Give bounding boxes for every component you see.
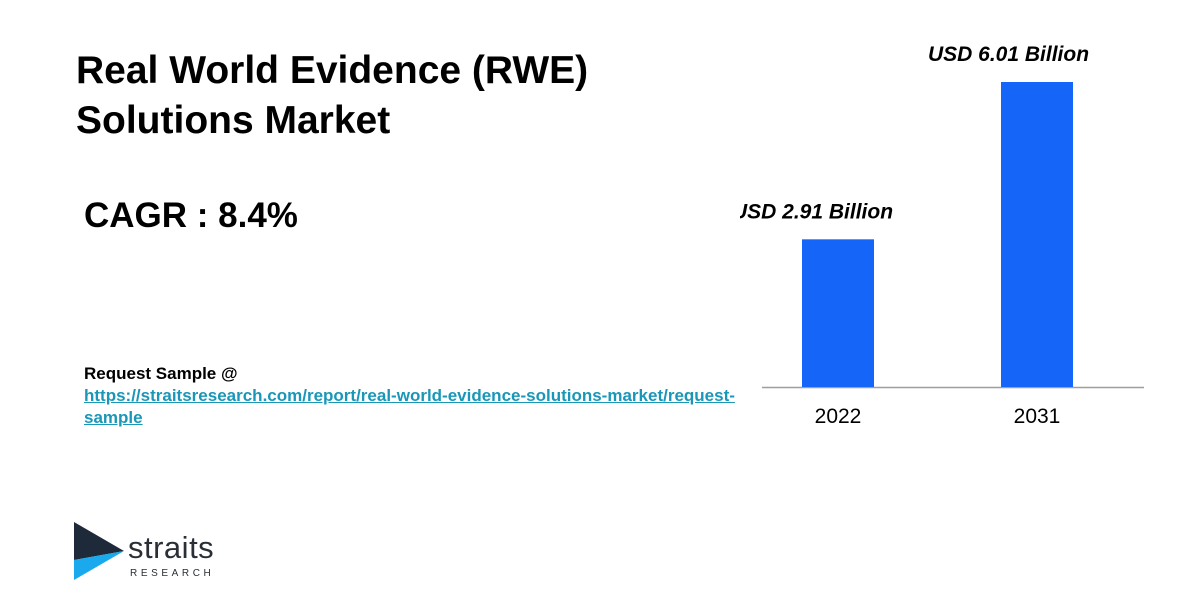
request-sample-link[interactable]: https://straitsresearch.com/report/real-… <box>84 386 735 427</box>
page-title: Real World Evidence (RWE) Solutions Mark… <box>76 46 716 146</box>
market-bar-chart: USD 2.91 Billion 2022 USD 6.01 Billion 2031 <box>740 43 1144 428</box>
straits-logo-icon <box>74 522 124 580</box>
logo-word: straits <box>128 530 215 565</box>
data-label-2022: USD 2.91 Billion <box>740 200 893 223</box>
tick-label-2031: 2031 <box>1014 405 1061 428</box>
request-sample: Request Sample @ https://straitsresearch… <box>84 363 744 429</box>
logo-subtitle: RESEARCH <box>130 568 215 579</box>
bar-2031 <box>1001 82 1073 387</box>
cagr-text: CAGR : 8.4% <box>84 196 298 235</box>
bar-2022 <box>802 239 874 387</box>
title-line-2: Solutions Market <box>76 99 391 142</box>
straits-research-logo: straits RESEARCH <box>72 520 252 586</box>
data-label-2031: USD 6.01 Billion <box>928 43 1089 66</box>
tick-label-2022: 2022 <box>815 405 862 428</box>
title-line-1: Real World Evidence (RWE) <box>76 49 589 92</box>
request-sample-label: Request Sample @ <box>84 364 238 383</box>
